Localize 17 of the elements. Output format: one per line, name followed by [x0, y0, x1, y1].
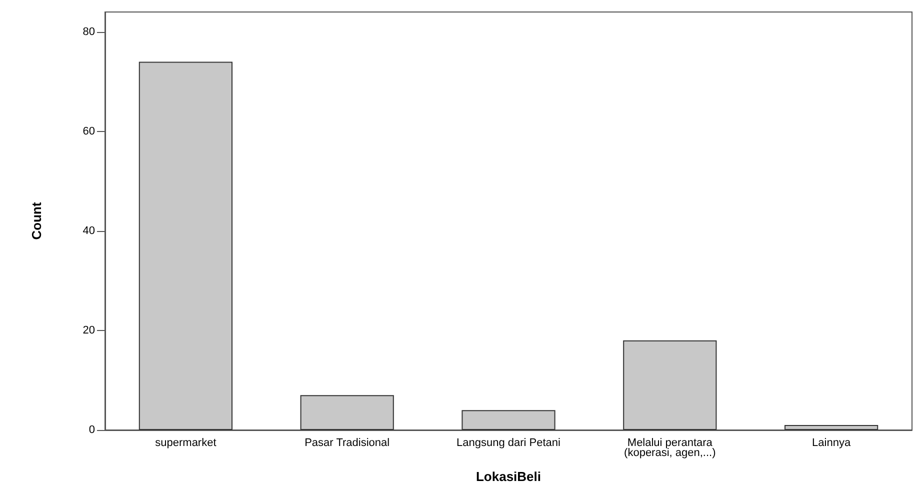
bar [462, 410, 556, 430]
x-tick-label: supermarket [155, 437, 216, 449]
x-tick-label: Lainnya [812, 437, 852, 449]
bar [300, 395, 394, 430]
y-tick-label: 40 [82, 224, 95, 237]
y-tick-label: 80 [82, 26, 95, 38]
bar [784, 425, 878, 430]
y-tick-label: 20 [82, 324, 95, 336]
y-axis-title: Count [29, 202, 44, 240]
x-axis-title: LokasiBeli [476, 469, 542, 484]
x-tick-label: Melalui perantara (koperasi, agen,...) [624, 437, 716, 459]
x-tick-label: Pasar Tradisional [304, 437, 390, 449]
bar [623, 340, 717, 430]
y-tick-label: 60 [82, 125, 95, 138]
x-tick-label: Langsung dari Petani [456, 437, 560, 449]
y-tick-label: 0 [88, 424, 95, 436]
bar [138, 62, 233, 430]
